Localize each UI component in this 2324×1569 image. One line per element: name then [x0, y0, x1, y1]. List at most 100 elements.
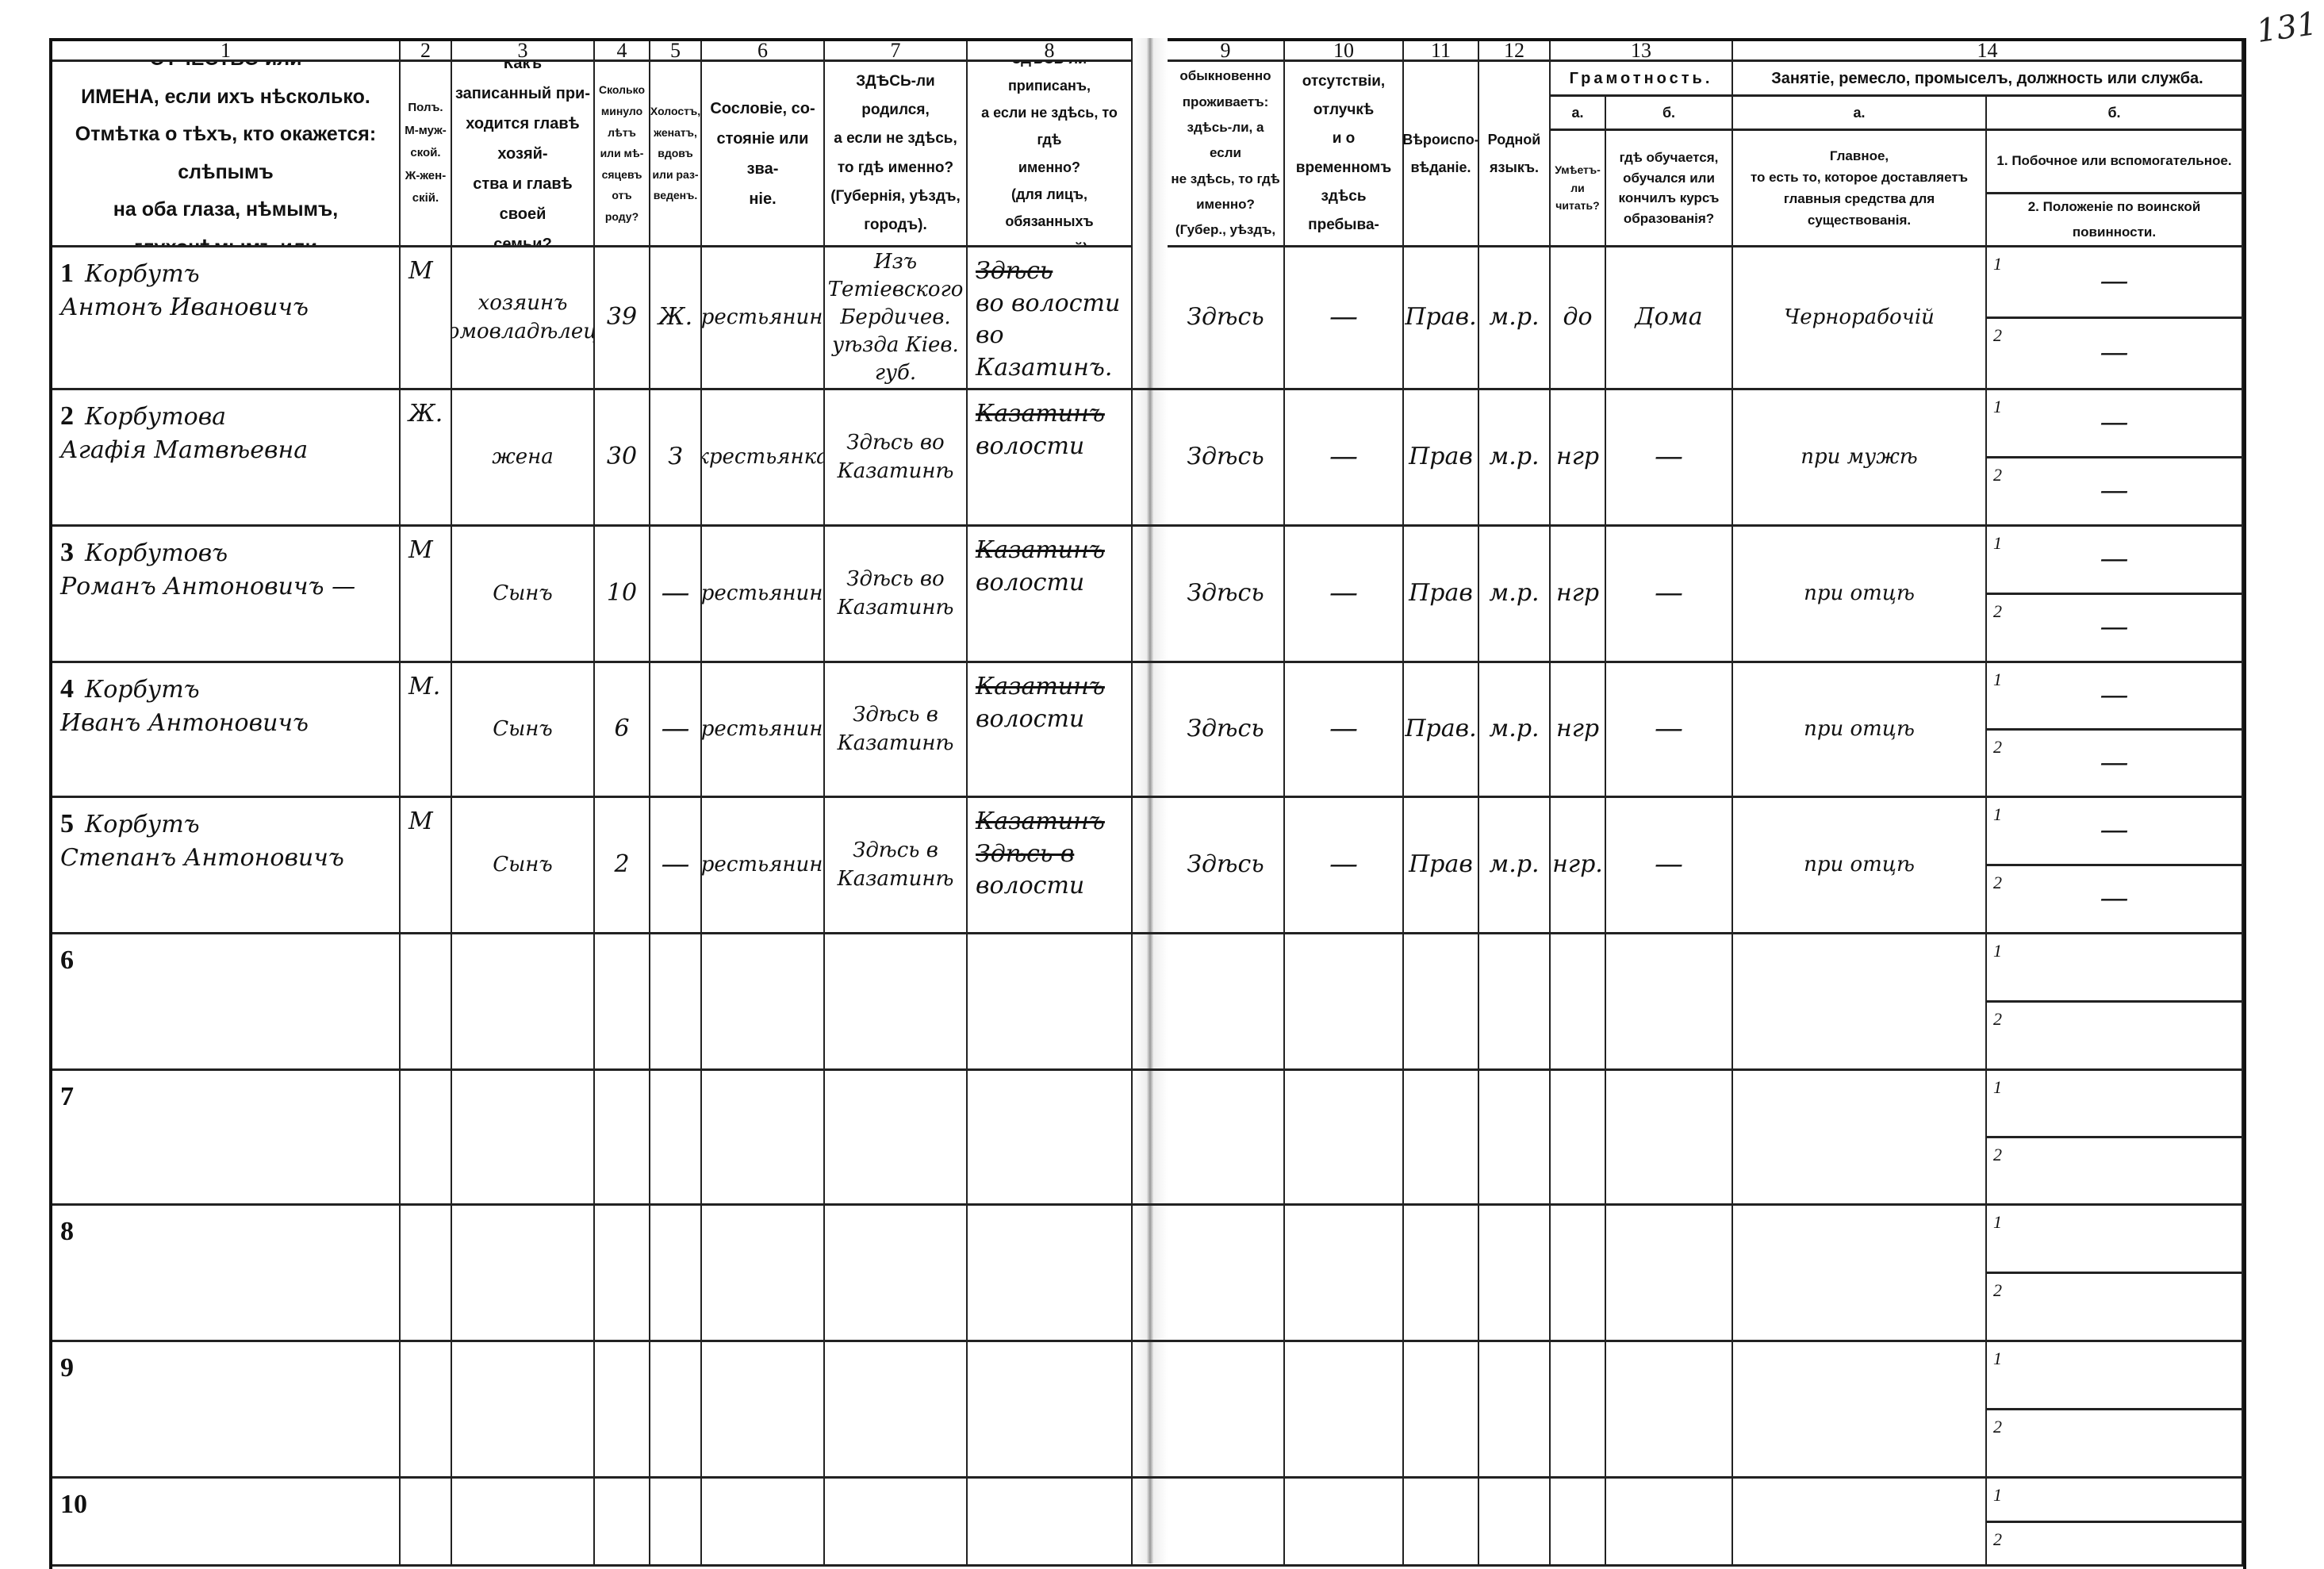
marital-cell[interactable]: Ж.: [650, 247, 702, 390]
sex-cell[interactable]: М: [401, 798, 452, 934]
occupation-cell[interactable]: Чернорабочій: [1733, 247, 1987, 390]
age-cell[interactable]: [595, 1342, 650, 1479]
absence-cell[interactable]: —: [1285, 247, 1404, 390]
secondary-occupation-cell[interactable]: 1: [1987, 1479, 2243, 1523]
occupation-cell[interactable]: при отцѣ: [1733, 663, 1987, 798]
language-cell[interactable]: [1479, 1479, 1551, 1567]
sex-cell[interactable]: [401, 1206, 452, 1342]
birthplace-cell[interactable]: [825, 1479, 968, 1567]
residence-cell[interactable]: [1168, 1206, 1285, 1342]
education-cell[interactable]: [1606, 1342, 1733, 1479]
registered-cell[interactable]: [968, 1206, 1133, 1342]
absence-cell[interactable]: —: [1285, 798, 1404, 934]
sex-cell[interactable]: М.: [401, 663, 452, 798]
occupation-cell[interactable]: при мужѣ: [1733, 390, 1987, 527]
residence-cell[interactable]: [1168, 934, 1285, 1071]
language-cell[interactable]: м.р.: [1479, 247, 1551, 390]
residence-cell[interactable]: Здѣсь: [1168, 247, 1285, 390]
secondary-occupation-cell[interactable]: 1—: [1987, 390, 2243, 458]
religion-cell[interactable]: [1404, 1479, 1479, 1567]
absence-cell[interactable]: [1285, 1342, 1404, 1479]
language-cell[interactable]: [1479, 1342, 1551, 1479]
birthplace-cell[interactable]: [825, 1206, 968, 1342]
registered-cell[interactable]: [968, 934, 1133, 1071]
age-cell[interactable]: [595, 1479, 650, 1567]
estate-cell[interactable]: [702, 1479, 825, 1567]
birthplace-cell[interactable]: [825, 1342, 968, 1479]
military-status-cell[interactable]: 2—: [1987, 866, 2243, 934]
estate-cell[interactable]: [702, 1071, 825, 1206]
residence-cell[interactable]: [1168, 1479, 1285, 1567]
military-status-cell[interactable]: 2: [1987, 1523, 2243, 1567]
can_read-cell[interactable]: [1551, 1479, 1606, 1567]
language-cell[interactable]: м.р.: [1479, 798, 1551, 934]
residence-cell[interactable]: [1168, 1071, 1285, 1206]
marital-cell[interactable]: [650, 1071, 702, 1206]
secondary-occupation-cell[interactable]: 1: [1987, 1071, 2243, 1138]
estate-cell[interactable]: крестьянинъ: [702, 798, 825, 934]
relation-cell[interactable]: [452, 934, 595, 1071]
occupation-cell[interactable]: [1733, 1479, 1987, 1567]
estate-cell[interactable]: [702, 1342, 825, 1479]
language-cell[interactable]: [1479, 1206, 1551, 1342]
occupation-cell[interactable]: [1733, 934, 1987, 1071]
can_read-cell[interactable]: [1551, 934, 1606, 1071]
military-status-cell[interactable]: 2—: [1987, 595, 2243, 663]
religion-cell[interactable]: Прав: [1404, 527, 1479, 663]
person-name-cell[interactable]: 2 Корбутова Агафія Матвѣевна: [52, 390, 401, 527]
relation-cell[interactable]: хозяинъ домовладѣлецъ: [452, 247, 595, 390]
relation-cell[interactable]: [452, 1206, 595, 1342]
marital-cell[interactable]: —: [650, 663, 702, 798]
absence-cell[interactable]: [1285, 1479, 1404, 1567]
religion-cell[interactable]: Прав.: [1404, 663, 1479, 798]
education-cell[interactable]: —: [1606, 527, 1733, 663]
person-name-cell[interactable]: 7: [52, 1071, 401, 1206]
marital-cell[interactable]: —: [650, 527, 702, 663]
sex-cell[interactable]: М: [401, 247, 452, 390]
estate-cell[interactable]: крестьянинъ: [702, 247, 825, 390]
occupation-cell[interactable]: [1733, 1342, 1987, 1479]
birthplace-cell[interactable]: Здѣсь в Казатинѣ: [825, 663, 968, 798]
person-name-cell[interactable]: 6: [52, 934, 401, 1071]
person-name-cell[interactable]: 4 Корбутъ Иванъ Антоновичъ: [52, 663, 401, 798]
secondary-occupation-cell[interactable]: 1—: [1987, 663, 2243, 731]
residence-cell[interactable]: Здѣсь: [1168, 663, 1285, 798]
absence-cell[interactable]: [1285, 934, 1404, 1071]
estate-cell[interactable]: [702, 934, 825, 1071]
secondary-occupation-cell[interactable]: 1: [1987, 934, 2243, 1003]
residence-cell[interactable]: Здѣсь: [1168, 527, 1285, 663]
military-status-cell[interactable]: 2: [1987, 1138, 2243, 1206]
can_read-cell[interactable]: [1551, 1342, 1606, 1479]
residence-cell[interactable]: Здѣсь: [1168, 390, 1285, 527]
person-name-cell[interactable]: 1 Корбутъ Антонъ Ивановичъ: [52, 247, 401, 390]
absence-cell[interactable]: [1285, 1206, 1404, 1342]
absence-cell[interactable]: —: [1285, 663, 1404, 798]
military-status-cell[interactable]: 2—: [1987, 731, 2243, 798]
education-cell[interactable]: [1606, 1071, 1733, 1206]
language-cell[interactable]: [1479, 934, 1551, 1071]
occupation-cell[interactable]: при отцѣ: [1733, 527, 1987, 663]
education-cell[interactable]: —: [1606, 798, 1733, 934]
marital-cell[interactable]: З: [650, 390, 702, 527]
religion-cell[interactable]: Прав: [1404, 798, 1479, 934]
military-status-cell[interactable]: 2—: [1987, 458, 2243, 527]
military-status-cell[interactable]: 2: [1987, 1274, 2243, 1342]
military-status-cell[interactable]: 2—: [1987, 319, 2243, 390]
person-name-cell[interactable]: 5 Корбутъ Степанъ Антоновичъ: [52, 798, 401, 934]
estate-cell[interactable]: крестьянинъ: [702, 527, 825, 663]
can_read-cell[interactable]: нгр: [1551, 390, 1606, 527]
religion-cell[interactable]: Прав.: [1404, 247, 1479, 390]
birthplace-cell[interactable]: Здѣсь в Казатинѣ: [825, 798, 968, 934]
person-name-cell[interactable]: 3 Корбутовъ Романъ Антоновичъ —: [52, 527, 401, 663]
marital-cell[interactable]: [650, 1206, 702, 1342]
sex-cell[interactable]: [401, 1071, 452, 1206]
estate-cell[interactable]: крестьянинъ: [702, 663, 825, 798]
sex-cell[interactable]: [401, 934, 452, 1071]
relation-cell[interactable]: жена: [452, 390, 595, 527]
religion-cell[interactable]: [1404, 1206, 1479, 1342]
can_read-cell[interactable]: до: [1551, 247, 1606, 390]
person-name-cell[interactable]: 10: [52, 1479, 401, 1567]
age-cell[interactable]: [595, 1071, 650, 1206]
can_read-cell[interactable]: нгр: [1551, 527, 1606, 663]
marital-cell[interactable]: [650, 1342, 702, 1479]
